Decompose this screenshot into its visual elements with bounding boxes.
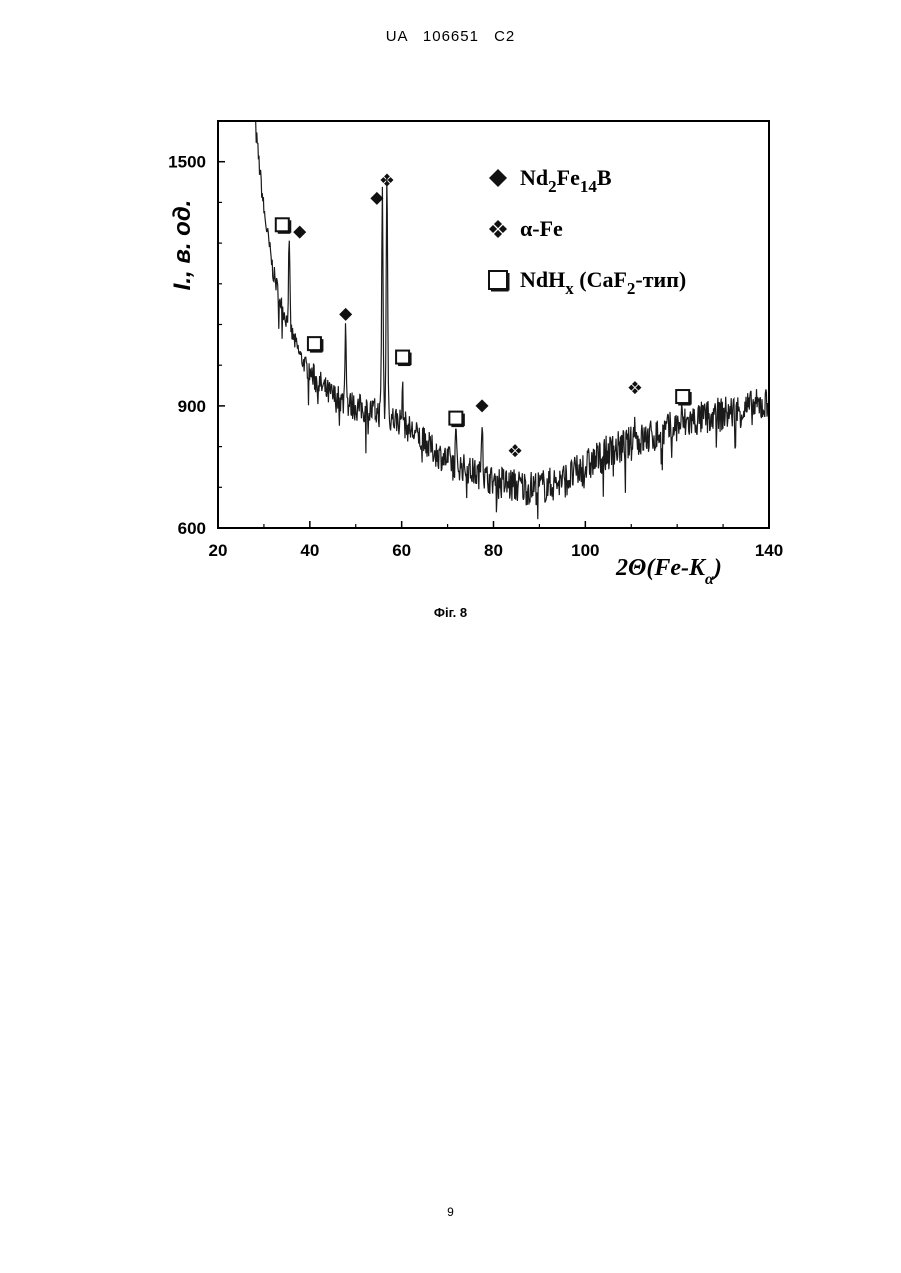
peak-marker-diamond bbox=[370, 192, 383, 205]
document-header: UA 106651 C2 bbox=[0, 28, 901, 45]
peak-marker-square bbox=[396, 351, 411, 366]
peak-marker-diamond bbox=[293, 226, 306, 239]
peak-marker-square bbox=[676, 390, 691, 405]
legend-symbol-square bbox=[489, 271, 509, 291]
x-tick-label: 80 bbox=[484, 541, 503, 560]
peak-markers bbox=[276, 174, 691, 458]
peak-marker-square bbox=[276, 218, 291, 233]
legend-symbol-diamond bbox=[489, 169, 507, 187]
peak-marker-clover bbox=[509, 444, 522, 457]
y-tick-label: 1500 bbox=[168, 153, 206, 172]
legend: Nd2Fe14B α-Fe NdHx (CaF2-тип) bbox=[489, 165, 686, 298]
x-tick-label: 40 bbox=[300, 541, 319, 560]
peak-marker-diamond bbox=[476, 399, 489, 412]
x-tick-label: 20 bbox=[209, 541, 228, 560]
legend-entry: α-Fe bbox=[520, 216, 563, 241]
peak-marker-square bbox=[308, 337, 323, 352]
x-axis-label: 2Θ(Fe-Kα) bbox=[615, 555, 722, 588]
peak-marker-diamond bbox=[339, 308, 352, 321]
legend-symbol-clover bbox=[489, 220, 507, 238]
legend-entry: NdHx (CaF2-тип) bbox=[520, 267, 686, 298]
xrd-chart: 20 40 60 80 100 140 600 900 1500 I., в. од. 2Θ(F… bbox=[140, 105, 800, 595]
axis-ticks: 20 40 60 80 100 140 600 900 1500 bbox=[168, 153, 783, 560]
x-tick-label: 60 bbox=[392, 541, 411, 560]
xrd-trace bbox=[250, 105, 769, 519]
y-tick-label: 900 bbox=[178, 397, 206, 416]
y-axis-label: I., в. од. bbox=[169, 200, 196, 291]
x-tick-label: 140 bbox=[755, 541, 783, 560]
figure-caption: Фіг. 8 bbox=[0, 605, 901, 620]
x-tick-label: 100 bbox=[571, 541, 599, 560]
page-number: 9 bbox=[0, 1205, 901, 1219]
peak-marker-square bbox=[449, 412, 464, 427]
legend-entry: Nd2Fe14B bbox=[520, 165, 612, 196]
peak-marker-clover bbox=[628, 381, 641, 394]
xrd-figure: 20 40 60 80 100 140 600 900 1500 I., в. од. 2Θ(F… bbox=[140, 105, 800, 595]
y-tick-label: 600 bbox=[178, 519, 206, 538]
plot-content bbox=[250, 105, 769, 519]
